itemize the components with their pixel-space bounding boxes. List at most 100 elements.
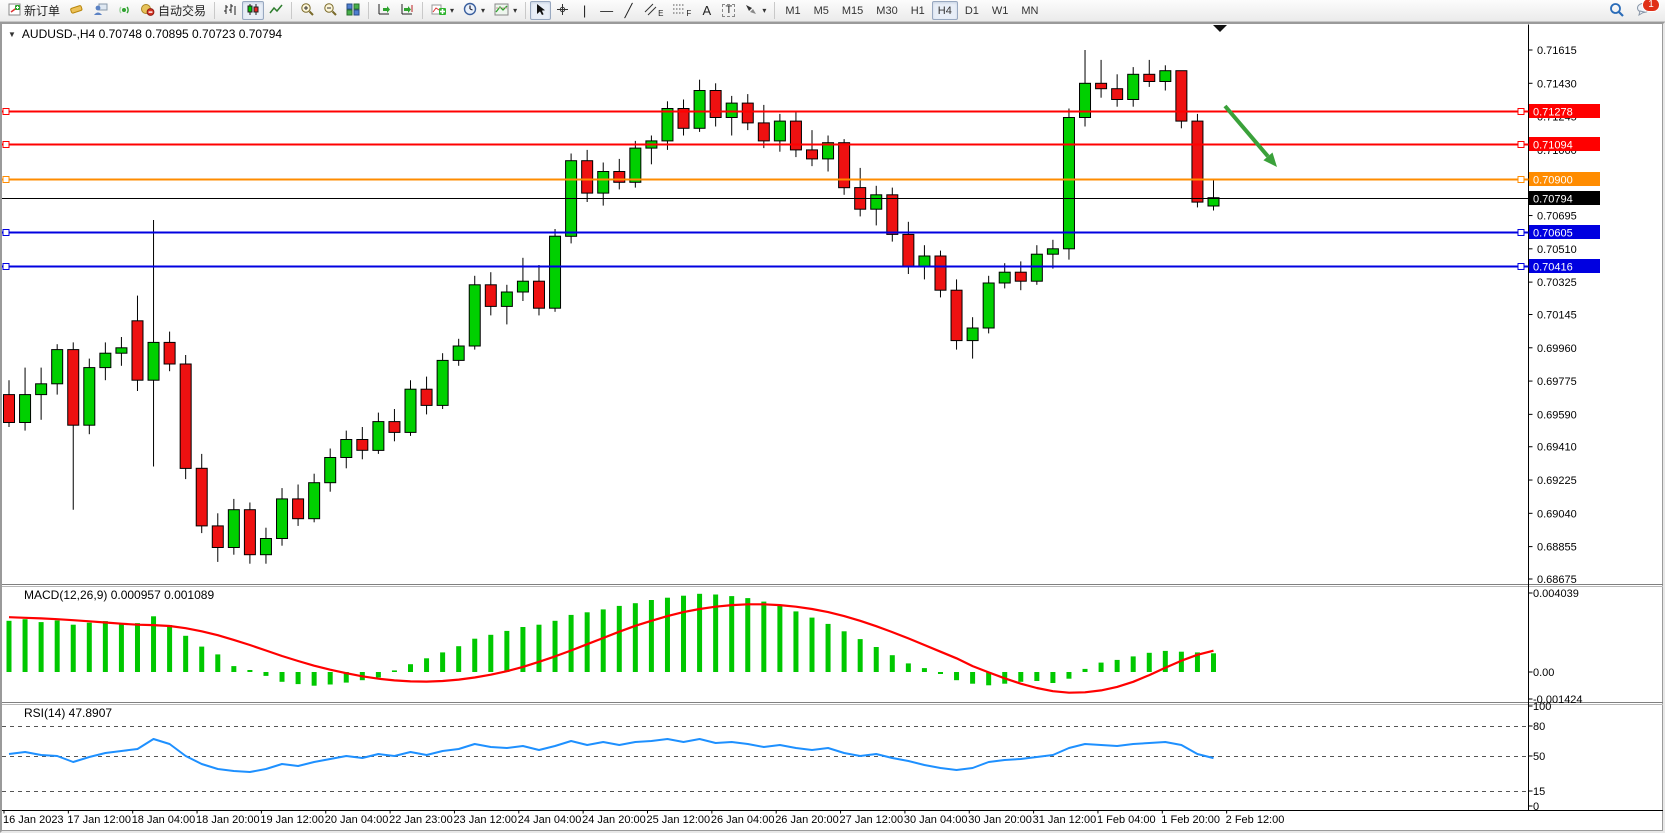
templates-button[interactable]: ▾ <box>490 1 521 20</box>
timeframe-button-m1[interactable]: M1 <box>785 4 801 17</box>
hline-handle-right[interactable] <box>1517 141 1525 148</box>
fibonacci-button[interactable]: F <box>668 1 695 20</box>
price-badge-bg <box>1529 172 1600 186</box>
price-tick-label: 0.69590 <box>1537 409 1577 421</box>
timeframe-button-d1[interactable]: D1 <box>964 4 979 17</box>
crosshair-button[interactable] <box>552 1 573 20</box>
toolbar-separator <box>214 2 216 19</box>
bar-chart-button[interactable] <box>219 1 241 20</box>
hline-handle-right[interactable] <box>1517 263 1525 270</box>
price-tick-label: 0.69225 <box>1537 475 1577 487</box>
symbol-dropdown-icon[interactable]: ▼ <box>8 29 16 39</box>
zoom-out-button[interactable] <box>319 1 341 20</box>
periods-button[interactable]: ▾ <box>459 1 489 20</box>
cursor-button[interactable] <box>530 1 552 20</box>
candle-body <box>83 367 96 426</box>
candle-body <box>1207 197 1220 207</box>
timeframe-button-mn[interactable]: MN <box>1021 4 1039 17</box>
arrows-dropdown-caret[interactable]: ▾ <box>762 6 767 15</box>
candle-body <box>452 345 465 361</box>
time-axis[interactable]: 16 Jan 2023 17 Jan 12:00 18 Jan 04:00 18 Ja… <box>3 810 1284 827</box>
horizontal-line-button[interactable]: — <box>596 1 617 20</box>
macd-histogram-bar <box>391 670 397 672</box>
auto-scroll-icon <box>377 3 391 19</box>
search-button[interactable] <box>1605 1 1628 20</box>
macd-histogram-bar <box>954 672 960 681</box>
hline-handle-left[interactable] <box>2 229 10 236</box>
vertical-line-button[interactable]: | <box>574 1 595 20</box>
chart-shift-button[interactable] <box>396 1 418 20</box>
autotrading-button[interactable]: 自动交易 <box>136 1 210 20</box>
timeframe-button-m5[interactable]: M5 <box>813 4 829 17</box>
rsi-tick-label: 100 <box>1533 701 1551 713</box>
equidistant-channel-button[interactable]: E <box>640 1 667 20</box>
hline-handle-right[interactable] <box>1517 229 1525 236</box>
candle-body <box>131 320 144 381</box>
text-label-icon: T <box>722 4 736 17</box>
candle-body <box>950 289 963 342</box>
candle-body <box>982 282 995 329</box>
candlestick-chart-button[interactable] <box>242 1 265 20</box>
rsi-pane: 100 80 50 15 0 <box>2 701 1551 813</box>
metaeditor-button[interactable] <box>89 1 112 20</box>
timeframe-button-h4[interactable]: H4 <box>931 1 958 20</box>
timeframe-button-m15[interactable]: M15 <box>841 4 864 17</box>
time-tick-label: 24 Jan 04:00 <box>518 814 582 826</box>
hline-handle-left[interactable] <box>2 176 10 183</box>
trendline-button[interactable]: ╱ <box>618 1 639 20</box>
new-order-button[interactable]: 新订单 <box>4 1 64 20</box>
price-badge-bg <box>1529 104 1600 118</box>
macd-histogram-bar <box>22 619 28 672</box>
price-tick-label: 0.69410 <box>1537 442 1577 454</box>
candle-body <box>420 388 433 406</box>
macd-histogram-bar <box>247 670 253 672</box>
price-tick-label: 0.68855 <box>1537 542 1577 554</box>
hline-handle-right[interactable] <box>1517 108 1525 115</box>
rsi-tick-label: 50 <box>1533 751 1545 763</box>
macd-histogram-bar <box>424 658 430 672</box>
macd-histogram-bar <box>1194 652 1200 672</box>
search-icon <box>1609 2 1624 20</box>
zoom-in-button[interactable] <box>296 1 318 20</box>
candle-body <box>436 359 449 406</box>
periods-dropdown-caret[interactable]: ▾ <box>481 6 486 15</box>
hline-handle-left[interactable] <box>2 108 10 115</box>
candle-body <box>372 421 385 451</box>
new-order-label: 新订单 <box>24 4 61 18</box>
arrows-tool-button[interactable]: ▾ <box>740 1 770 20</box>
hline-handle-left[interactable] <box>2 141 10 148</box>
templates-dropdown-caret[interactable]: ▾ <box>513 6 518 15</box>
sell-arrow-annotation[interactable] <box>1223 104 1277 167</box>
auto-scroll-button[interactable] <box>373 1 395 20</box>
macd-histogram-bar <box>841 631 847 672</box>
macd-histogram-bar <box>664 597 670 672</box>
price-badge-label: 0.71094 <box>1533 140 1573 152</box>
macd-histogram-bar <box>472 638 478 672</box>
macd-histogram-bar <box>118 624 124 672</box>
macd-histogram-bar <box>311 672 317 686</box>
text-label-button[interactable]: T <box>718 1 739 20</box>
indicators-dropdown-caret[interactable]: ▾ <box>450 6 455 15</box>
candle-body <box>870 194 883 210</box>
candle-body <box>1191 120 1204 203</box>
timeframe-button-w1[interactable]: W1 <box>991 4 1009 17</box>
autotrading-icon <box>140 3 155 19</box>
chart-shift-marker[interactable] <box>1213 25 1227 32</box>
candle-body <box>532 280 545 309</box>
line-chart-button[interactable] <box>265 1 287 20</box>
notifications-button[interactable]: 1 <box>1632 0 1660 20</box>
candle-body <box>35 383 48 396</box>
hline-handle-left[interactable] <box>2 263 10 270</box>
candle-body <box>597 171 610 194</box>
timeframe-button-m30[interactable]: M30 <box>876 4 898 17</box>
timeframe-button-h1[interactable]: H1 <box>910 4 925 17</box>
signals-button[interactable] <box>113 1 135 20</box>
text-tool-button[interactable]: A <box>696 1 717 20</box>
candle-body <box>516 280 529 293</box>
indicators-button[interactable]: ▾ <box>427 1 458 20</box>
candle-body <box>468 284 481 347</box>
tile-windows-button[interactable] <box>342 1 364 20</box>
macd-histogram-bar <box>295 672 301 685</box>
goldbar-button[interactable] <box>65 1 88 20</box>
hline-handle-right[interactable] <box>1517 176 1525 183</box>
